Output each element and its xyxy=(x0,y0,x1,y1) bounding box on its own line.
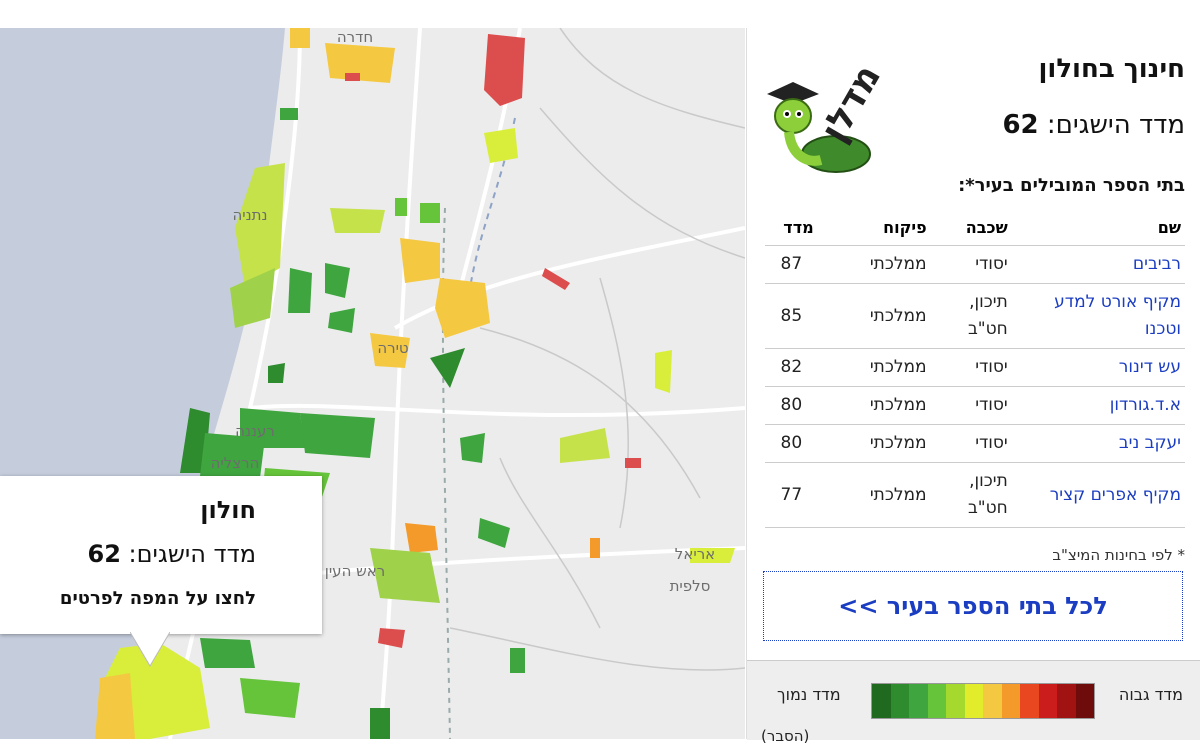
legend-explain[interactable]: (הסבר) xyxy=(761,727,810,745)
panel-index-value: 62 xyxy=(1002,110,1039,140)
table-cell: 85 xyxy=(765,283,818,349)
logo: מדלן xyxy=(767,58,889,173)
table-cell: ממלכתי xyxy=(817,386,931,425)
map-label: טירה xyxy=(377,339,408,357)
legend-swatch xyxy=(1057,684,1076,718)
legend-swatch xyxy=(983,684,1002,718)
table-cell: יסודי xyxy=(930,348,1012,387)
table-cell: 82 xyxy=(765,348,818,387)
panel-title: חינוך בחולון xyxy=(1038,54,1185,84)
table-cell: תיכון, חט"ב xyxy=(930,462,1012,528)
table-row: מקיף אפרים קציר תיכון, חט"ב ממלכתי 77 xyxy=(765,462,1185,528)
table-row: יעקב ניב יסודי ממלכתי 80 xyxy=(765,424,1185,463)
school-regions xyxy=(95,28,735,739)
panel-index-label: מדד הישגים: xyxy=(1046,110,1185,140)
table-row: א.ד.גורדון יסודי ממלכתי 80 xyxy=(765,386,1185,425)
map-label: חדרה xyxy=(337,28,373,46)
table-cell: ממלכתי xyxy=(817,462,931,528)
map-popup: חולון מדד הישגים: 62 לחצו על המפה לפרטים xyxy=(0,476,322,634)
legend: מדד גבוה מדד נמוך (הסבר) xyxy=(747,660,1200,745)
school-name[interactable]: מקיף אפרים קציר xyxy=(1011,462,1185,528)
map-label: ראש העין xyxy=(325,562,386,580)
legend-swatch xyxy=(1075,684,1094,718)
school-name[interactable]: מקיף אורט למדע וטכנו xyxy=(1011,283,1185,349)
table-cell: תיכון, חט"ב xyxy=(930,283,1012,349)
column-header: שם xyxy=(1011,208,1185,246)
table-cell: יסודי xyxy=(930,386,1012,425)
all-schools-button[interactable]: לכל בתי הספר בעיר >> xyxy=(763,571,1183,641)
logo-text: מדלן xyxy=(813,58,889,149)
minor-roads xyxy=(449,28,745,671)
legend-swatches xyxy=(871,683,1095,719)
legend-swatch xyxy=(946,684,965,718)
legend-swatch xyxy=(909,684,928,718)
column-header: מדד xyxy=(765,208,818,246)
school-name[interactable]: עש דינור xyxy=(1011,348,1185,387)
map-label: נתניה xyxy=(232,206,267,224)
school-name[interactable]: א.ד.גורדון xyxy=(1011,386,1185,425)
column-header: פיקוח xyxy=(817,208,931,246)
schools-table: שם שכבה פיקוח מדד רביבים יסודי ממלכתי 87 מקיף א… xyxy=(765,208,1185,528)
map-label: הרצליה xyxy=(211,454,260,472)
map-label: סלפית xyxy=(670,577,711,595)
map-label: רעננה xyxy=(235,422,275,440)
legend-swatch xyxy=(964,684,983,718)
table-cell: 77 xyxy=(765,462,818,528)
table-cell: 87 xyxy=(765,245,818,284)
legend-swatch xyxy=(1038,684,1057,718)
table-cell: יסודי xyxy=(930,245,1012,284)
table-cell: 80 xyxy=(765,386,818,425)
table-cell: ממלכתי xyxy=(817,245,931,284)
school-name[interactable]: יעקב ניב xyxy=(1011,424,1185,463)
table-cell: 80 xyxy=(765,424,818,463)
legend-high: מדד גבוה xyxy=(1118,685,1183,704)
table-row: עש דינור יסודי ממלכתי 82 xyxy=(765,348,1185,387)
legend-swatch xyxy=(927,684,946,718)
table-row: מקיף אורט למדע וטכנו תיכון, חט"ב ממלכתי 85 xyxy=(765,283,1185,349)
column-header: שכבה xyxy=(930,208,1012,246)
popup-hint: לחצו על המפה לפרטים xyxy=(59,588,256,609)
popup-city: חולון xyxy=(200,496,256,524)
legend-swatch xyxy=(872,684,891,718)
info-panel: מדלן חינוך בחולון מדד הישגים: 62 בתי הספ… xyxy=(746,28,1200,745)
footnote: * לפי בחינות המיצ"ב xyxy=(1052,546,1185,564)
legend-low: מדד נמוך xyxy=(777,685,841,704)
table-row: רביבים יסודי ממלכתי 87 xyxy=(765,245,1185,284)
map-label: אריאל xyxy=(675,545,715,563)
panel-index: מדד הישגים: 62 xyxy=(1002,110,1185,140)
legend-swatch xyxy=(1020,684,1039,718)
legend-swatch xyxy=(1001,684,1020,718)
table-header: שם שכבה פיקוח מדד xyxy=(765,208,1185,246)
legend-swatch xyxy=(890,684,909,718)
popup-pointer xyxy=(130,632,170,667)
border xyxy=(441,207,451,739)
table-cell: ממלכתי xyxy=(817,424,931,463)
popup-index-label: מדד הישגים: xyxy=(128,540,256,568)
school-name[interactable]: רביבים xyxy=(1011,245,1185,284)
map-labels: חדרה נתניה טירה רעננה הרצליה ראש העין אריאל סלפ… xyxy=(211,28,716,595)
popup-index-value: 62 xyxy=(87,540,121,568)
section-heading: בתי הספר המובילים בעיר*: xyxy=(958,175,1185,196)
table-cell: ממלכתי xyxy=(817,348,931,387)
table-cell: יסודי xyxy=(930,424,1012,463)
popup-index: מדד הישגים: 62 xyxy=(88,540,257,568)
table-cell: ממלכתי xyxy=(817,283,931,349)
